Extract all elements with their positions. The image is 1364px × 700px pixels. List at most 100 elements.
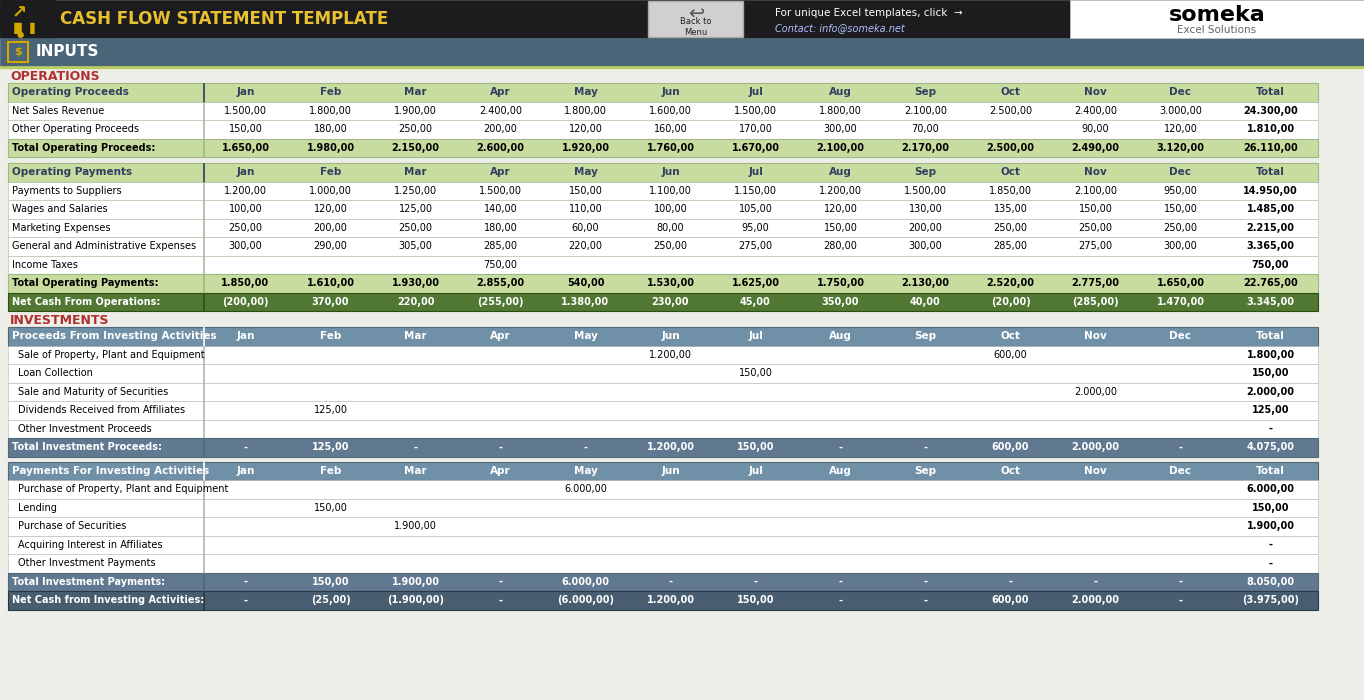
Text: Net Cash From Operations:: Net Cash From Operations: <box>12 297 161 307</box>
Text: 1.200,00: 1.200,00 <box>224 186 267 196</box>
Text: -: - <box>839 595 843 606</box>
Text: Other Operating Proceeds: Other Operating Proceeds <box>12 125 139 134</box>
Text: 230,00: 230,00 <box>652 297 689 307</box>
Text: Other Investment Proceeds: Other Investment Proceeds <box>18 424 151 434</box>
Text: Operating Proceeds: Operating Proceeds <box>12 88 128 97</box>
Text: Apr: Apr <box>490 88 510 97</box>
Bar <box>8 237 1318 256</box>
Text: Total Operating Proceeds:: Total Operating Proceeds: <box>12 143 155 153</box>
Text: 1.380,00: 1.380,00 <box>562 297 610 307</box>
Text: -: - <box>1269 559 1273 568</box>
Text: 2.130,00: 2.130,00 <box>902 278 949 288</box>
Text: 1.500,00: 1.500,00 <box>479 186 522 196</box>
Text: 100,00: 100,00 <box>653 204 687 214</box>
Text: 220,00: 220,00 <box>569 241 603 251</box>
Bar <box>648 1 743 37</box>
Text: -: - <box>668 577 672 587</box>
Text: Net Sales Revenue: Net Sales Revenue <box>12 106 104 116</box>
Text: ↩: ↩ <box>687 4 704 23</box>
Text: -: - <box>923 442 928 452</box>
Text: Contact: info@someka.net: Contact: info@someka.net <box>775 23 904 33</box>
Text: -: - <box>244 595 247 606</box>
Bar <box>0 38 1364 66</box>
Text: Purchase of Property, Plant and Equipment: Purchase of Property, Plant and Equipmen… <box>18 484 228 494</box>
Bar <box>8 401 1318 419</box>
Text: Total: Total <box>1256 88 1285 97</box>
Bar <box>8 480 1318 498</box>
Text: 1.530,00: 1.530,00 <box>647 278 694 288</box>
Text: 120,00: 120,00 <box>314 204 348 214</box>
Text: 1.810,00: 1.810,00 <box>1247 125 1294 134</box>
Text: Nov: Nov <box>1084 167 1106 177</box>
Text: 600,00: 600,00 <box>992 595 1030 606</box>
Bar <box>8 419 1318 438</box>
Text: May: May <box>574 167 597 177</box>
Text: 600,00: 600,00 <box>993 350 1027 360</box>
Text: 24.300,00: 24.300,00 <box>1243 106 1299 116</box>
Text: 110,00: 110,00 <box>569 204 603 214</box>
Text: 950,00: 950,00 <box>1163 186 1198 196</box>
Text: Aug: Aug <box>829 466 852 476</box>
Text: -: - <box>923 577 928 587</box>
Text: -: - <box>1269 424 1273 434</box>
Bar <box>8 218 1318 237</box>
Text: 250,00: 250,00 <box>653 241 687 251</box>
Text: Nov: Nov <box>1084 331 1106 342</box>
Bar <box>8 554 1318 573</box>
Text: 150,00: 150,00 <box>1163 204 1198 214</box>
Text: 250,00: 250,00 <box>1079 223 1113 232</box>
Text: 2.000,00: 2.000,00 <box>1072 595 1120 606</box>
Bar <box>8 517 1318 536</box>
Text: Feb: Feb <box>319 331 341 342</box>
Text: someka: someka <box>1169 5 1266 25</box>
Bar <box>8 461 1318 480</box>
Bar <box>8 536 1318 554</box>
Text: ▐▌▐: ▐▌▐ <box>10 22 35 34</box>
Text: 125,00: 125,00 <box>314 405 348 415</box>
Text: -: - <box>839 577 843 587</box>
Text: Jul: Jul <box>747 167 762 177</box>
Text: Jun: Jun <box>662 167 679 177</box>
Text: 540,00: 540,00 <box>567 278 604 288</box>
Text: Jul: Jul <box>747 466 762 476</box>
Text: 6.000,00: 6.000,00 <box>1247 484 1294 494</box>
Text: -: - <box>1178 442 1183 452</box>
Text: 2.000,00: 2.000,00 <box>1072 442 1120 452</box>
Text: Net Cash from Investing Activities:: Net Cash from Investing Activities: <box>12 595 205 606</box>
Text: 125,00: 125,00 <box>312 442 349 452</box>
Text: 2.000,00: 2.000,00 <box>1247 386 1294 397</box>
Text: 1.850,00: 1.850,00 <box>989 186 1033 196</box>
Text: 150,00: 150,00 <box>738 368 772 378</box>
Text: 750,00: 750,00 <box>1252 260 1289 270</box>
Text: 280,00: 280,00 <box>824 241 858 251</box>
Text: 2.000,00: 2.000,00 <box>1073 386 1117 397</box>
Text: -: - <box>498 442 502 452</box>
Text: Payments For Investing Activities: Payments For Investing Activities <box>12 466 209 476</box>
Text: 26.110,00: 26.110,00 <box>1243 143 1299 153</box>
Text: 180,00: 180,00 <box>484 223 517 232</box>
Text: (6.000,00): (6.000,00) <box>557 595 614 606</box>
Text: 170,00: 170,00 <box>738 125 772 134</box>
Text: Total: Total <box>1256 466 1285 476</box>
Text: 290,00: 290,00 <box>314 241 348 251</box>
Text: Feb: Feb <box>319 466 341 476</box>
Text: $: $ <box>14 47 22 57</box>
Text: 1.500,00: 1.500,00 <box>904 186 947 196</box>
Text: 150,00: 150,00 <box>569 186 603 196</box>
Text: 135,00: 135,00 <box>993 204 1027 214</box>
Text: Jan: Jan <box>236 167 255 177</box>
Text: 8.050,00: 8.050,00 <box>1247 577 1294 587</box>
Text: Jun: Jun <box>662 331 679 342</box>
Bar <box>8 102 1318 120</box>
Text: 140,00: 140,00 <box>484 204 517 214</box>
Text: 1.760,00: 1.760,00 <box>647 143 694 153</box>
Text: 1.900,00: 1.900,00 <box>394 522 436 531</box>
Text: 2.600,00: 2.600,00 <box>476 143 525 153</box>
Text: Lending: Lending <box>18 503 57 512</box>
Bar <box>1069 0 1364 38</box>
Text: 1.625,00: 1.625,00 <box>731 278 779 288</box>
Text: Mar: Mar <box>404 88 427 97</box>
Text: Apr: Apr <box>490 466 510 476</box>
Bar <box>8 438 1318 456</box>
Text: -: - <box>1178 577 1183 587</box>
